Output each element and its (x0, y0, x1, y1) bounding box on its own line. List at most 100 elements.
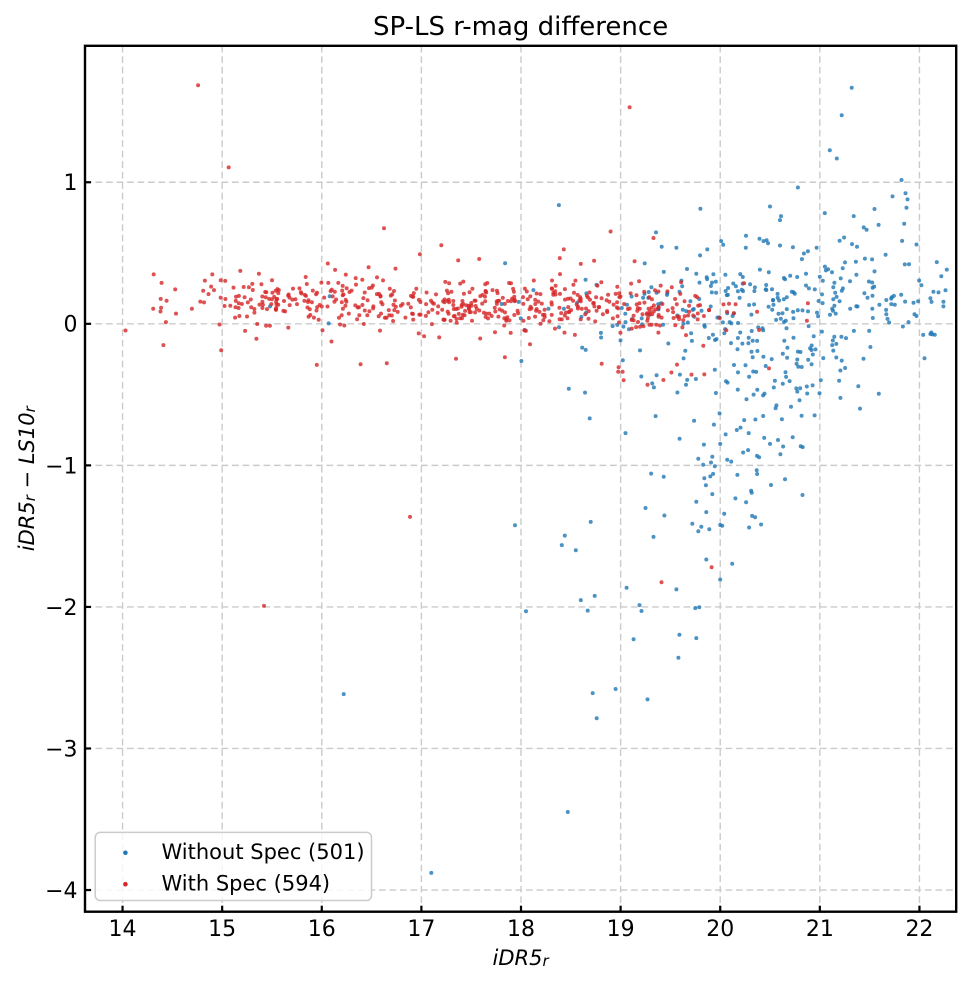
data-point (714, 290, 719, 295)
data-point (685, 377, 690, 382)
data-point (794, 386, 799, 391)
data-point (757, 267, 762, 272)
data-point (245, 300, 250, 305)
data-point (914, 242, 919, 247)
data-point (711, 422, 716, 427)
data-point (593, 319, 598, 324)
data-point (766, 241, 770, 246)
data-point (382, 315, 387, 320)
data-point (785, 355, 790, 360)
data-point (768, 204, 772, 209)
data-point (505, 299, 510, 303)
data-point (659, 315, 664, 320)
data-point (408, 514, 412, 519)
data-point (731, 281, 736, 286)
data-point (518, 316, 523, 321)
data-point (460, 299, 465, 303)
data-point (392, 298, 397, 303)
data-point (872, 207, 877, 211)
data-point (357, 313, 362, 318)
data-point (771, 385, 776, 390)
data-point (763, 364, 768, 368)
data-point (370, 283, 375, 288)
data-point (379, 300, 384, 305)
data-point (528, 304, 533, 309)
data-point (531, 278, 536, 283)
data-point (354, 282, 358, 287)
data-point (694, 636, 699, 641)
data-point (649, 297, 654, 302)
data-point (710, 454, 715, 459)
data-point (635, 308, 640, 313)
data-point (573, 278, 578, 283)
data-point (701, 462, 706, 467)
data-point (615, 284, 620, 289)
data-point (686, 313, 691, 318)
data-point (747, 374, 752, 379)
data-point (598, 330, 603, 335)
data-point (591, 301, 596, 306)
data-point (698, 253, 703, 258)
data-point (639, 316, 644, 321)
data-point (817, 391, 822, 396)
data-point (239, 302, 244, 306)
data-point (611, 302, 616, 307)
data-point (375, 275, 379, 280)
data-point (839, 334, 844, 339)
data-point (311, 315, 316, 320)
data-point (755, 309, 760, 314)
data-point (577, 298, 582, 303)
data-point (819, 329, 824, 334)
data-point (233, 305, 238, 310)
data-point (685, 267, 689, 271)
data-point (599, 280, 604, 285)
data-point (804, 384, 809, 389)
data-point (231, 285, 236, 290)
data-point (790, 245, 795, 250)
data-point (467, 290, 472, 295)
data-point (333, 267, 338, 272)
data-point (649, 471, 654, 476)
data-point (659, 580, 664, 585)
data-point (702, 323, 707, 328)
data-point (887, 320, 892, 325)
data-point (902, 221, 907, 226)
scatter-series (123, 83, 949, 875)
data-point (784, 326, 789, 331)
data-point (371, 304, 376, 309)
data-point (502, 323, 507, 328)
data-point (812, 287, 817, 292)
data-point (681, 356, 686, 361)
data-point (708, 474, 713, 479)
data-point (848, 306, 853, 311)
data-point (776, 438, 780, 442)
data-point (944, 267, 949, 272)
data-point (684, 333, 688, 338)
data-point (550, 278, 554, 283)
data-point (805, 249, 810, 254)
data-point (916, 299, 921, 304)
data-point (697, 280, 702, 285)
data-point (932, 332, 937, 337)
data-point (680, 307, 685, 312)
data-point (743, 363, 748, 368)
data-point (340, 288, 345, 293)
data-point (344, 286, 349, 291)
data-point (840, 286, 845, 291)
data-point (571, 298, 576, 303)
data-point (831, 308, 835, 313)
data-point (738, 330, 743, 335)
data-point (725, 292, 730, 297)
data-point (761, 328, 766, 333)
x-tick-label-22: 22 (905, 917, 933, 942)
data-point (714, 337, 719, 342)
data-point (832, 334, 837, 339)
data-point (649, 322, 654, 327)
data-point (559, 311, 564, 316)
data-point (534, 291, 539, 296)
data-point (349, 288, 354, 293)
data-point (151, 306, 156, 311)
data-point (653, 414, 658, 419)
data-point (654, 230, 658, 235)
data-point (496, 314, 501, 319)
